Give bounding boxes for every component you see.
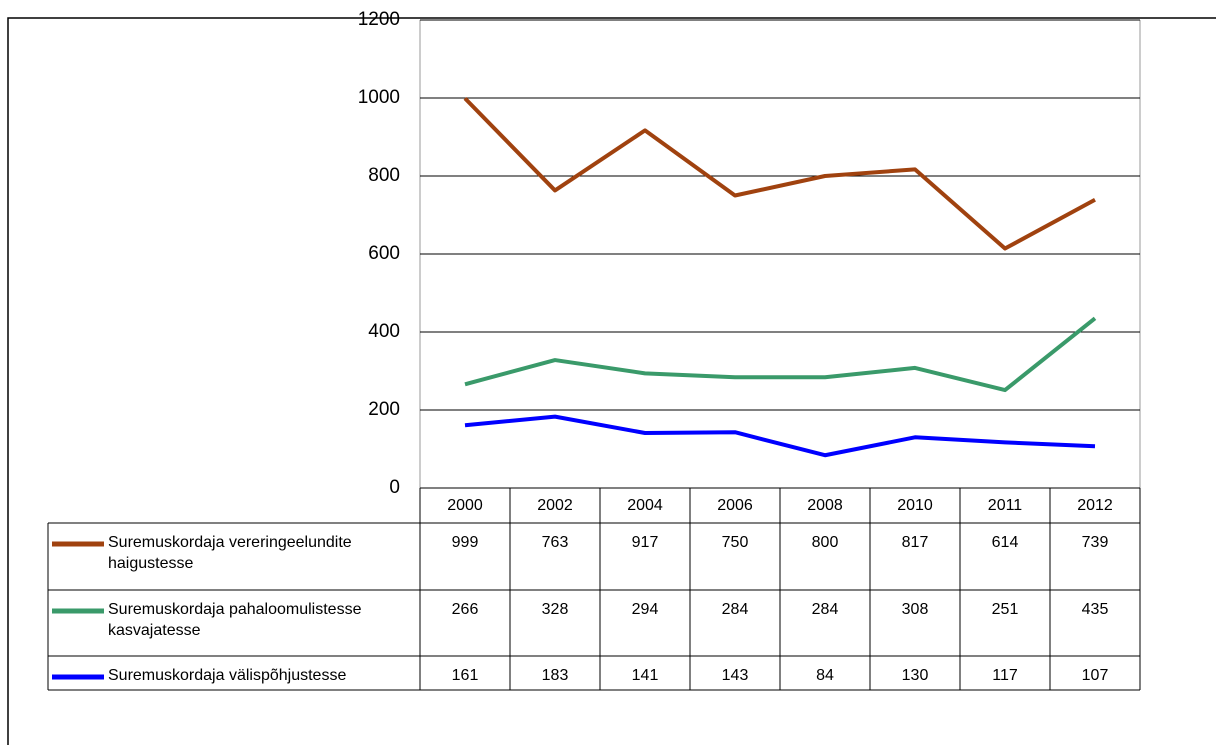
- series-line: [463, 96, 1096, 251]
- table-value: 183: [542, 667, 569, 684]
- table-value: 328: [542, 601, 569, 618]
- legend-cell: Suremuskordaja pahaloomulistesse kasvaja…: [108, 601, 362, 639]
- table-value: 750: [722, 534, 749, 551]
- table-value: 84: [816, 667, 834, 684]
- legend-cell: Suremuskordaja vereringeelundite haigust…: [108, 534, 352, 572]
- x-tick-label: 2008: [807, 497, 843, 514]
- table-value: 143: [722, 667, 749, 684]
- x-tick-label: 2006: [717, 497, 753, 514]
- table-value: 817: [902, 534, 929, 551]
- y-tick-label: 600: [368, 243, 400, 264]
- table-value: 251: [992, 601, 1019, 618]
- table-value: 117: [992, 667, 1018, 684]
- table-value: 161: [452, 667, 479, 684]
- table-value: 130: [902, 667, 929, 684]
- table-value: 999: [452, 534, 479, 551]
- x-tick-label: 2012: [1077, 497, 1113, 514]
- table-value: 739: [1082, 534, 1109, 551]
- y-tick-label: 400: [368, 321, 400, 342]
- y-tick-label: 200: [368, 399, 400, 420]
- table-value: 266: [452, 601, 479, 618]
- table-value: 284: [722, 601, 749, 618]
- x-tick-label: 2000: [447, 497, 483, 514]
- legend-label: Suremuskordaja pahaloomulistesse kasvaja…: [108, 601, 362, 639]
- series-line: [464, 316, 1097, 393]
- table-value: 763: [542, 534, 569, 551]
- table-value: 294: [632, 601, 659, 618]
- series-line: [464, 414, 1096, 458]
- x-tick-label: 2010: [897, 497, 933, 514]
- table-value: 141: [632, 667, 659, 684]
- table-value: 435: [1082, 601, 1109, 618]
- legend-label: Suremuskordaja välispõhjustesse: [108, 667, 347, 684]
- table-value: 284: [812, 601, 839, 618]
- table-value: 614: [992, 534, 1019, 551]
- table-value: 107: [1082, 667, 1109, 684]
- y-tick-label: 1200: [358, 9, 400, 30]
- table-value: 800: [812, 534, 839, 551]
- legend-cell: Suremuskordaja välispõhjustesse: [108, 667, 347, 684]
- legend-label: Suremuskordaja vereringeelundite haigust…: [108, 534, 352, 572]
- y-tick-label: 0: [389, 477, 400, 498]
- x-tick-label: 2004: [627, 497, 663, 514]
- x-tick-label: 2011: [988, 497, 1023, 514]
- y-tick-label: 1000: [358, 87, 400, 108]
- frame: [7, 17, 1216, 745]
- y-tick-label: 800: [368, 165, 400, 186]
- table-value: 917: [632, 534, 659, 551]
- x-tick-label: 2002: [537, 497, 573, 514]
- table-value: 308: [902, 601, 929, 618]
